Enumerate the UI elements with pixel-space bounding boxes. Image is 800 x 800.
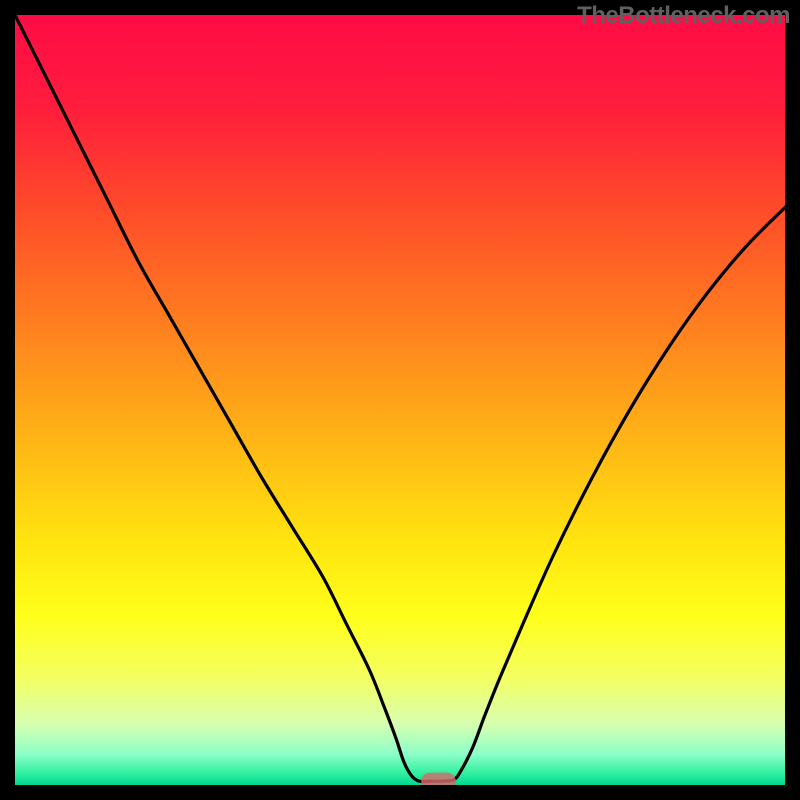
bottleneck-curve-chart xyxy=(15,15,785,785)
optimal-marker xyxy=(421,773,456,785)
gradient-background xyxy=(15,15,785,785)
watermark-text: TheBottleneck.com xyxy=(577,2,790,30)
plot-area xyxy=(15,15,785,785)
chart-frame: TheBottleneck.com xyxy=(0,0,800,800)
